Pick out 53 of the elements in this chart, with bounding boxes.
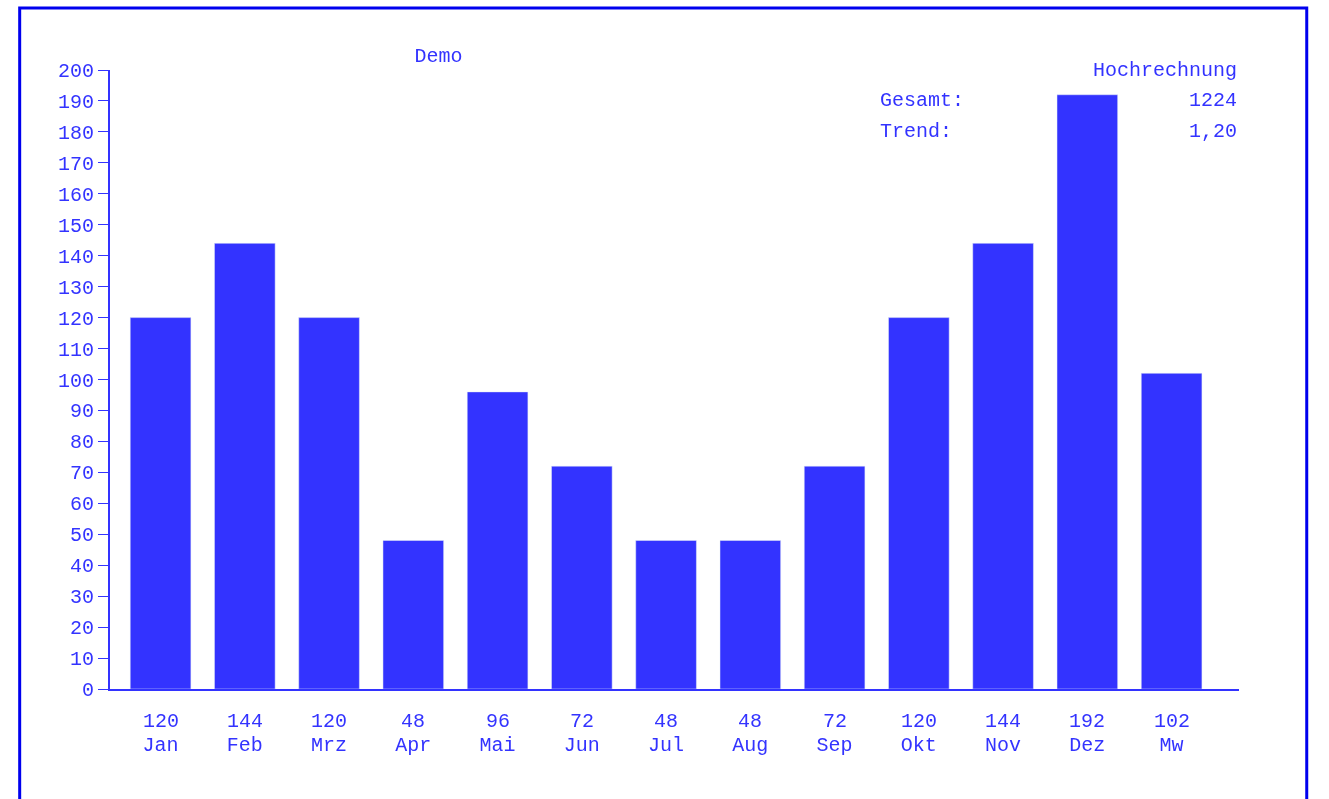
data-label: 102 bbox=[1154, 710, 1191, 733]
y-tick-label: 190 bbox=[57, 90, 94, 114]
y-tick-label: 30 bbox=[69, 586, 94, 610]
y-tick-label: 140 bbox=[57, 245, 94, 269]
annotation: Gesamt: bbox=[880, 89, 965, 112]
data-label: 120 bbox=[901, 710, 938, 733]
x-tick-label: Mrz bbox=[311, 734, 348, 757]
y-tick-label: 180 bbox=[57, 121, 94, 145]
y-tick-label: 90 bbox=[69, 400, 94, 424]
x-tick-label: Okt bbox=[900, 734, 937, 757]
y-tick-label: 110 bbox=[57, 338, 94, 362]
data-label: 120 bbox=[311, 710, 348, 733]
data-label: 48 bbox=[654, 710, 679, 733]
annotation: 1,20 bbox=[1189, 120, 1238, 143]
data-label: 144 bbox=[227, 710, 264, 733]
y-tick-label: 20 bbox=[69, 617, 94, 641]
data-label: 72 bbox=[570, 710, 595, 733]
y-tick-label: 200 bbox=[57, 60, 94, 83]
data-label: 144 bbox=[985, 710, 1022, 733]
y-tick-label: 150 bbox=[57, 214, 94, 238]
y-tick-label: 0 bbox=[81, 679, 94, 702]
x-tick-label: Mw bbox=[1159, 734, 1184, 757]
y-tick-label: 80 bbox=[69, 431, 94, 455]
y-tick-label: 120 bbox=[57, 307, 94, 331]
x-tick-label: Feb bbox=[226, 734, 263, 757]
data-label: 48 bbox=[738, 710, 763, 733]
x-tick-label: Mai bbox=[479, 734, 516, 757]
y-tick-label: 70 bbox=[69, 462, 94, 486]
data-label: 48 bbox=[401, 710, 426, 733]
x-tick-label: Jun bbox=[563, 734, 600, 757]
x-tick-label: Dez bbox=[1069, 734, 1106, 757]
y-tick-label: 50 bbox=[69, 524, 94, 548]
annotation: 1224 bbox=[1189, 89, 1238, 112]
x-tick-label: Jul bbox=[648, 734, 685, 757]
x-tick-label: Nov bbox=[985, 734, 1022, 757]
y-tick-label: 10 bbox=[69, 648, 94, 672]
data-label: 72 bbox=[823, 710, 848, 733]
x-tick-label: Apr bbox=[395, 734, 432, 757]
data-label: 120 bbox=[143, 710, 180, 733]
y-tick-label: 100 bbox=[57, 369, 94, 393]
chart-title: Demo bbox=[414, 44, 463, 68]
x-tick-label: Sep bbox=[816, 734, 853, 757]
y-tick-label: 60 bbox=[69, 493, 94, 517]
y-tick-label: 170 bbox=[57, 152, 94, 176]
y-tick-label: 160 bbox=[57, 183, 94, 207]
annotation: Trend: bbox=[880, 120, 953, 143]
data-label: 192 bbox=[1069, 710, 1106, 733]
annotation: Hochrechnung bbox=[1093, 59, 1238, 82]
y-tick-label: 40 bbox=[69, 555, 94, 579]
data-label: 96 bbox=[486, 710, 511, 733]
x-tick-label: Jan bbox=[142, 734, 179, 757]
x-tick-label: Aug bbox=[732, 734, 769, 757]
y-tick-label: 130 bbox=[57, 276, 94, 300]
